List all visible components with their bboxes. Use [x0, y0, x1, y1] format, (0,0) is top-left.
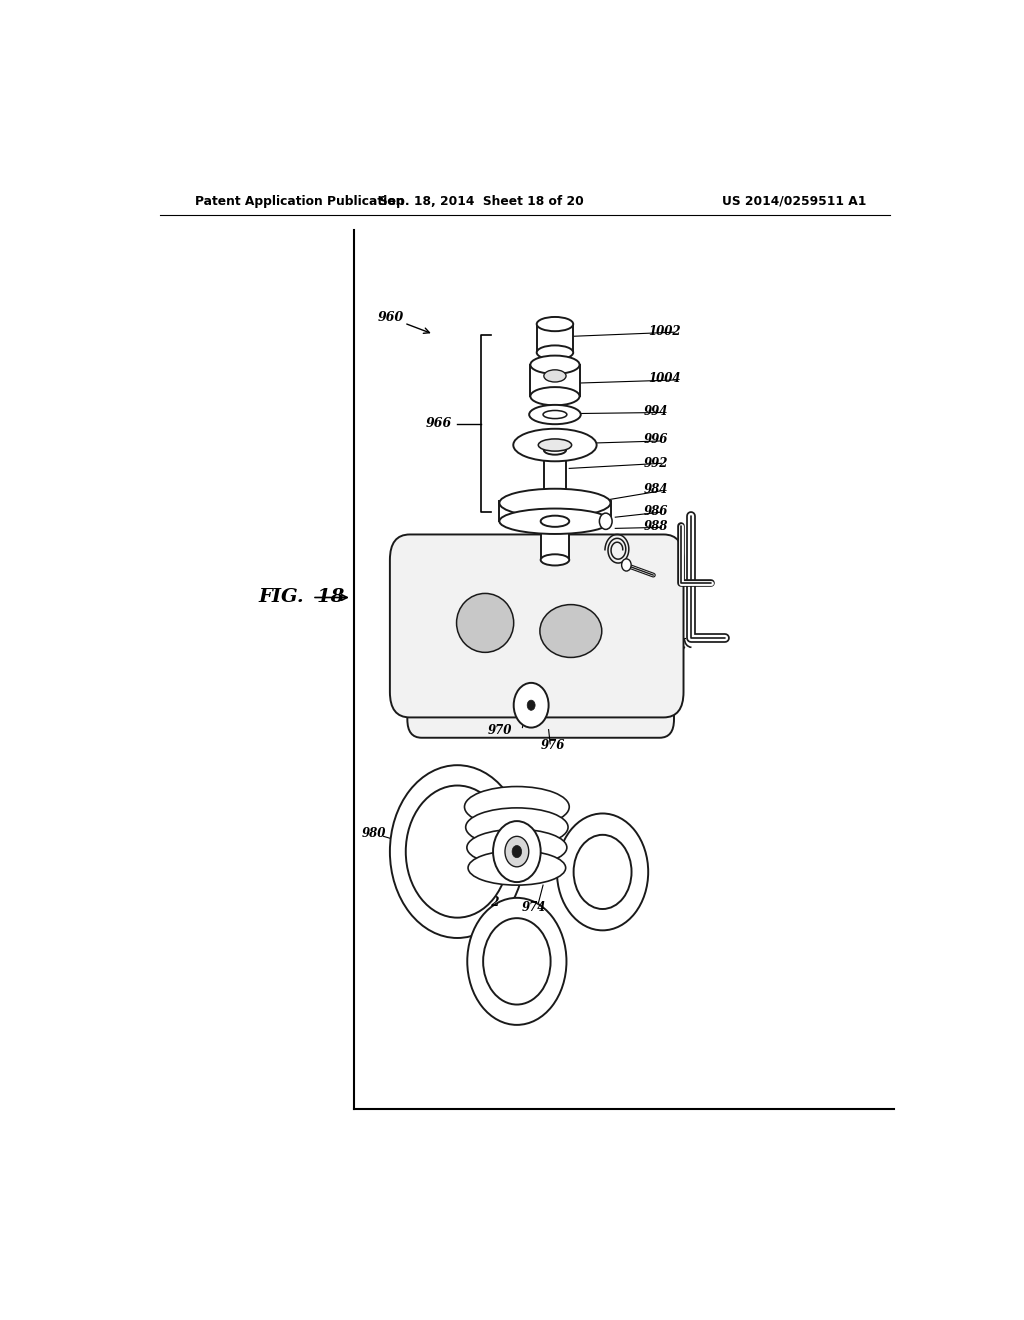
- Ellipse shape: [494, 821, 541, 882]
- Ellipse shape: [457, 594, 514, 652]
- Circle shape: [622, 558, 631, 572]
- Text: 972: 972: [475, 896, 500, 909]
- Text: 992: 992: [644, 457, 669, 470]
- Text: 966: 966: [426, 417, 452, 430]
- Ellipse shape: [544, 370, 566, 381]
- Text: 960: 960: [378, 312, 404, 323]
- FancyBboxPatch shape: [500, 500, 610, 521]
- Text: 994: 994: [644, 405, 669, 418]
- Ellipse shape: [541, 554, 569, 565]
- FancyBboxPatch shape: [544, 450, 566, 496]
- Text: Patent Application Publication: Patent Application Publication: [196, 194, 404, 207]
- Ellipse shape: [539, 440, 571, 451]
- Ellipse shape: [406, 785, 509, 917]
- Ellipse shape: [573, 834, 632, 909]
- FancyBboxPatch shape: [408, 638, 674, 738]
- Text: 986: 986: [644, 504, 669, 517]
- Ellipse shape: [537, 317, 573, 331]
- Ellipse shape: [530, 355, 580, 374]
- Ellipse shape: [390, 766, 524, 939]
- Ellipse shape: [541, 516, 569, 527]
- Text: 989: 989: [658, 553, 683, 566]
- Ellipse shape: [465, 787, 569, 828]
- Ellipse shape: [500, 508, 610, 535]
- FancyBboxPatch shape: [541, 521, 569, 560]
- Text: 998: 998: [610, 632, 634, 644]
- Ellipse shape: [467, 829, 567, 866]
- Ellipse shape: [557, 813, 648, 931]
- Text: Sep. 18, 2014  Sheet 18 of 20: Sep. 18, 2014 Sheet 18 of 20: [379, 194, 584, 207]
- Ellipse shape: [540, 605, 602, 657]
- Text: 1004: 1004: [648, 372, 680, 385]
- FancyBboxPatch shape: [530, 364, 580, 396]
- Circle shape: [599, 513, 612, 529]
- Text: 978: 978: [430, 888, 454, 902]
- Text: 980: 980: [362, 828, 386, 841]
- Text: 996: 996: [644, 433, 669, 446]
- Ellipse shape: [483, 919, 551, 1005]
- Text: US 2014/0259511 A1: US 2014/0259511 A1: [722, 194, 866, 207]
- Ellipse shape: [505, 837, 528, 867]
- FancyBboxPatch shape: [537, 325, 573, 352]
- Ellipse shape: [530, 387, 580, 405]
- Ellipse shape: [544, 446, 566, 454]
- FancyBboxPatch shape: [390, 535, 684, 718]
- Text: FIG.  18: FIG. 18: [259, 589, 345, 606]
- Ellipse shape: [543, 411, 567, 418]
- Circle shape: [527, 700, 536, 710]
- Text: 984: 984: [644, 483, 669, 496]
- Text: 980: 980: [489, 977, 513, 990]
- Circle shape: [514, 682, 549, 727]
- Text: 1002: 1002: [648, 325, 680, 338]
- Circle shape: [512, 846, 521, 858]
- Ellipse shape: [500, 488, 610, 517]
- Text: 990: 990: [527, 535, 552, 546]
- Ellipse shape: [513, 429, 597, 461]
- Text: 982: 982: [610, 569, 634, 582]
- Ellipse shape: [468, 850, 565, 886]
- Text: 974: 974: [521, 900, 546, 913]
- Text: 988: 988: [644, 520, 669, 533]
- Ellipse shape: [537, 346, 573, 359]
- Ellipse shape: [529, 405, 581, 424]
- Ellipse shape: [467, 898, 566, 1024]
- Text: 976: 976: [541, 739, 565, 752]
- Text: 970: 970: [487, 725, 512, 737]
- Ellipse shape: [466, 808, 568, 846]
